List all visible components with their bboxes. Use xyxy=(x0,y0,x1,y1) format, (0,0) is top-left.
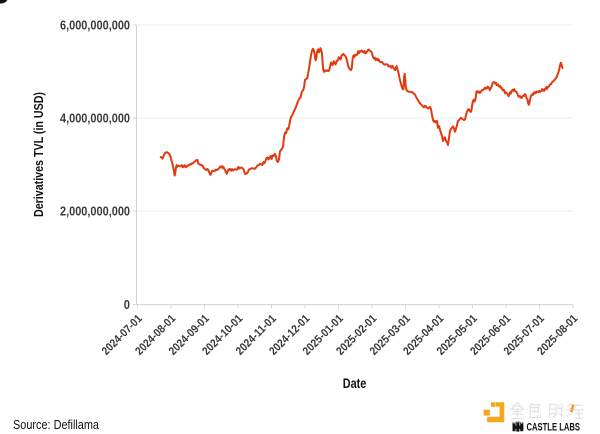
svg-text:6,000,000,000: 6,000,000,000 xyxy=(60,18,130,33)
svg-text:Derivatives TVL (in USD): Derivatives TVL (in USD) xyxy=(31,92,46,217)
svg-text:0: 0 xyxy=(124,297,130,312)
svg-text:CASTLE LABS: CASTLE LABS xyxy=(527,422,581,434)
svg-text:4,000,000,000: 4,000,000,000 xyxy=(60,111,130,126)
svg-text:Date: Date xyxy=(343,376,367,391)
svg-text:2,000,000,000: 2,000,000,000 xyxy=(60,204,130,219)
svg-text:Source: Defillama: Source: Defillama xyxy=(13,417,100,432)
